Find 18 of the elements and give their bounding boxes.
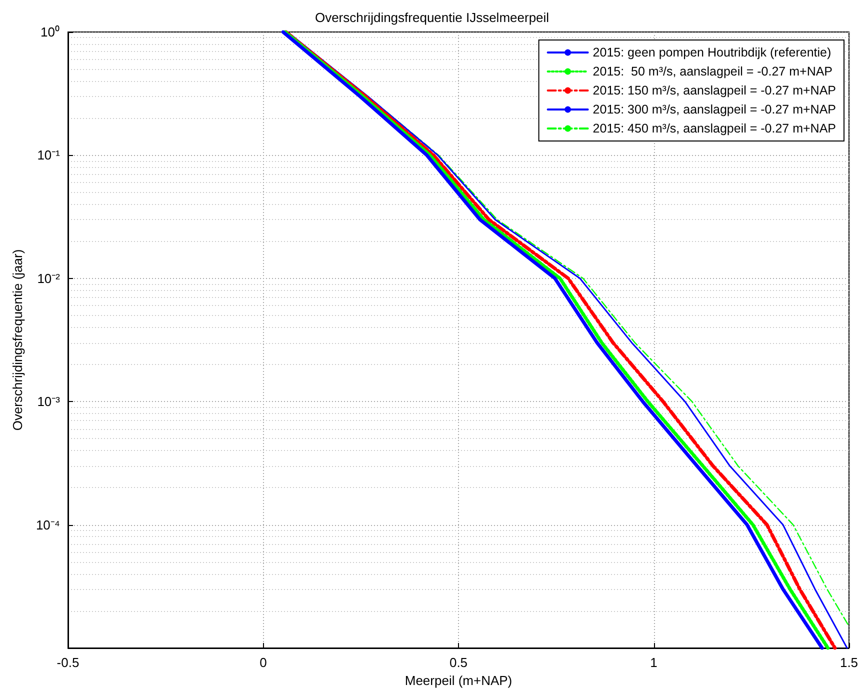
legend-label: 2015: 450 m³/s, aanslagpeil = -0.27 m+NAP [592, 122, 836, 136]
y-tick-label: 10⁻³ [37, 394, 61, 410]
x-tick-label: 1 [650, 655, 658, 670]
y-tick-label: 10⁰ [40, 24, 60, 40]
legend-label: 2015: 300 m³/s, aanslagpeil = -0.27 m+NAP [592, 102, 836, 116]
y-axis-title: Overschrijdingsfrequentie (jaar) [10, 249, 25, 431]
y-tick-label: 10⁻² [37, 270, 61, 286]
legend-label: 2015: 150 m³/s, aanslagpeil = -0.27 m+NAP [592, 84, 836, 98]
x-tick-label: 0 [260, 655, 267, 670]
x-tick-label: 1.5 [840, 655, 858, 670]
x-axis-title: Meerpeil (m+NAP) [404, 672, 512, 688]
y-tick-label: 10⁻¹ [37, 148, 61, 163]
legend-label: 2015: geen pompen Houtribdijk (referentie) [592, 46, 832, 60]
x-tick-label: -0.5 [56, 655, 80, 670]
legend-label: 2015: 50 m³/s, aanslagpeil = -0.27 m+NAP [592, 64, 833, 78]
chart-title: Overschrijdingsfrequentie IJsselmeerpeil [314, 10, 550, 25]
y-tick-label: 10⁻⁴ [36, 517, 60, 532]
x-tick-label: 0.5 [449, 655, 468, 670]
